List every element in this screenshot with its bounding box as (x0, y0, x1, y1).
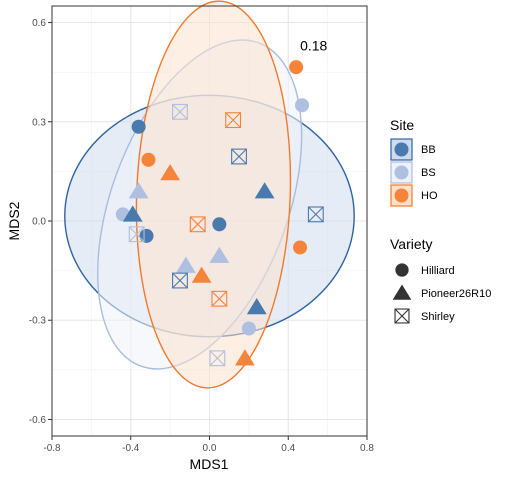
point-ho-pioneer26r10 (235, 349, 255, 366)
point-bb-pioneer26r10 (254, 182, 275, 199)
legend-variety: Variety Hilliard Pioneer26R10 Shirley (390, 236, 491, 324)
point-bb-shirley (172, 272, 188, 289)
point-ho-shirley (211, 290, 228, 307)
legend-site-item-ho: HO (390, 184, 438, 207)
legend-variety-item-pioneer26r10: Pioneer26R10 (392, 284, 491, 300)
point-ho-hilliard (289, 60, 304, 75)
x-tick-label: 0.8 (360, 443, 374, 454)
x-axis: -0.8 -0.4 0.0 0.4 0.8 (43, 436, 374, 454)
y-tick-label: -0.3 (29, 316, 47, 327)
point-bs-hilliard (295, 98, 310, 113)
x-axis-title: MDS1 (190, 456, 229, 472)
point-ho-pioneer26r10 (160, 164, 181, 181)
y-tick-label: 0.6 (32, 18, 46, 29)
legend-variety-marker (395, 263, 409, 277)
legend-variety-marker (392, 284, 412, 300)
y-tick-label: 0.3 (32, 117, 46, 128)
legend-variety-label: Hilliard (421, 265, 455, 277)
point-bs-pioneer26r10 (209, 246, 230, 263)
y-tick-label: -0.6 (29, 415, 47, 426)
annotation-label: 0.18 (300, 38, 327, 54)
legend-variety-item-shirley: Shirley (394, 308, 455, 324)
point-bb-hilliard (139, 228, 154, 243)
point-bs-hilliard (241, 321, 256, 336)
point-bs-shirley (128, 226, 145, 243)
point-bb-hilliard (131, 119, 146, 134)
x-tick-label: -0.4 (122, 443, 140, 454)
point-bs-pioneer26r10 (175, 256, 196, 273)
legend-site-title: Site (390, 117, 414, 133)
legend-variety-label: Pioneer26R10 (421, 288, 491, 300)
legend-site-marker (394, 142, 409, 157)
y-axis: -0.6 -0.3 0.0 0.3 0.6 (29, 18, 52, 426)
point-bb-hilliard (212, 217, 227, 232)
y-tick-label: 0.0 (32, 217, 46, 228)
x-tick-label: -0.8 (43, 443, 61, 454)
point-bb-pioneer26r10 (122, 205, 143, 222)
point-ho-hilliard (293, 240, 308, 255)
point-ho-shirley (225, 112, 242, 129)
legend-variety-label: Shirley (421, 311, 455, 323)
point-bb-shirley (307, 206, 324, 223)
points (115, 60, 324, 367)
point-ho-shirley (189, 216, 206, 233)
legend-site-item-bb: BB (390, 138, 436, 161)
legend-site-label: BB (421, 144, 436, 156)
legend-site-marker (394, 188, 409, 203)
legend-site-item-bs: BS (390, 161, 436, 184)
plot-panel: 0.18 (51, 0, 368, 437)
legend-site-label: BS (421, 167, 436, 179)
legend-variety-title: Variety (390, 236, 433, 252)
legend-variety-marker (394, 308, 410, 324)
legend-site: Site BB BS HO (390, 117, 438, 207)
legend-variety-item-hilliard: Hilliard (395, 263, 455, 277)
point-bs-pioneer26r10 (128, 182, 149, 199)
point-bb-shirley (231, 148, 247, 165)
point-ho-pioneer26r10 (191, 266, 212, 283)
point-bb-pioneer26r10 (246, 298, 267, 315)
point-ho-hilliard (141, 152, 156, 167)
ellipses (64, 0, 355, 389)
point-bs-shirley (209, 350, 226, 367)
point-bs-shirley (172, 103, 188, 120)
x-tick-label: 0.0 (203, 443, 217, 454)
legend-site-label: HO (421, 190, 438, 202)
y-axis-title: MDS2 (6, 201, 22, 240)
legend-site-marker (394, 165, 409, 180)
x-tick-label: 0.4 (281, 443, 295, 454)
